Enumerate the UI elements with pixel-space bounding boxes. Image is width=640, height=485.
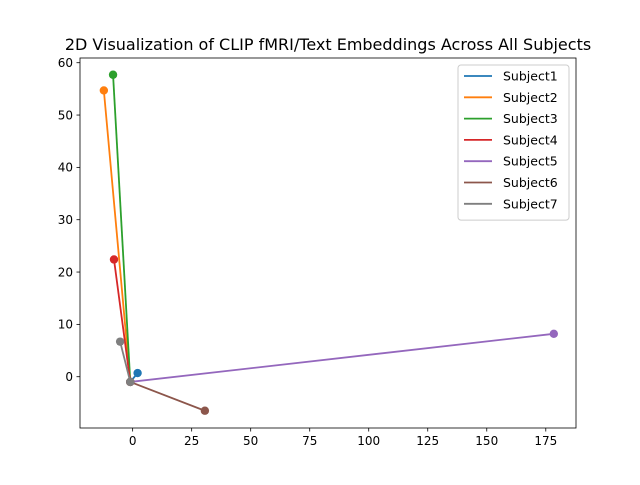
legend-label: Subject2 bbox=[503, 90, 558, 105]
series-subject6 bbox=[126, 377, 210, 415]
data-point bbox=[108, 70, 118, 79]
data-point bbox=[549, 329, 559, 338]
legend-label: Subject4 bbox=[503, 132, 558, 147]
ticks-layer: 0 25 50 75 100 125 150 175 0 10 20 30 40 50 60 bbox=[58, 56, 558, 448]
x-tick-label: 175 bbox=[534, 434, 557, 448]
series-subject7 bbox=[115, 337, 135, 387]
legend: Subject1 Subject2 Subject3 Subject4 Subject5… bbox=[457, 64, 570, 221]
y-tick-label: 60 bbox=[58, 56, 73, 70]
series-line bbox=[112, 74, 132, 382]
x-tick-label: 25 bbox=[184, 434, 199, 448]
legend-label: Subject6 bbox=[503, 175, 558, 190]
y-tick-label: 30 bbox=[58, 213, 73, 227]
x-tick-label: 100 bbox=[357, 434, 380, 448]
series-line bbox=[119, 341, 132, 383]
chart-title: 2D Visualization of CLIP fMRI/Text Embed… bbox=[65, 35, 591, 54]
series-line bbox=[102, 90, 132, 383]
legend-label: Subject3 bbox=[503, 111, 558, 126]
series-subject4 bbox=[109, 255, 135, 387]
y-tick-label: 50 bbox=[58, 108, 73, 122]
legend-label: Subject5 bbox=[503, 154, 558, 169]
x-tick-label: 150 bbox=[475, 434, 498, 448]
x-tick-label: 50 bbox=[243, 434, 258, 448]
series-subject5 bbox=[126, 329, 559, 387]
series-line bbox=[113, 259, 132, 383]
y-tick-label: 20 bbox=[58, 265, 73, 279]
data-point bbox=[115, 337, 125, 346]
data-point bbox=[109, 255, 119, 264]
x-tick-label: 125 bbox=[416, 434, 439, 448]
data-point bbox=[200, 406, 210, 415]
data-point bbox=[126, 377, 135, 387]
x-tick-label: 0 bbox=[129, 434, 137, 448]
data-point bbox=[133, 368, 142, 378]
y-tick-label: 40 bbox=[58, 161, 73, 175]
data-point bbox=[99, 86, 109, 95]
x-tick-label: 75 bbox=[302, 434, 317, 448]
series-line bbox=[129, 381, 206, 412]
series-layer bbox=[99, 70, 559, 415]
series-line bbox=[130, 332, 554, 383]
y-tick-label: 0 bbox=[65, 370, 73, 384]
legend-label: Subject7 bbox=[503, 196, 558, 211]
y-tick-label: 10 bbox=[58, 318, 73, 332]
legend-label: Subject1 bbox=[503, 69, 558, 84]
plot-frame bbox=[79, 57, 577, 429]
legend-box bbox=[457, 64, 570, 221]
